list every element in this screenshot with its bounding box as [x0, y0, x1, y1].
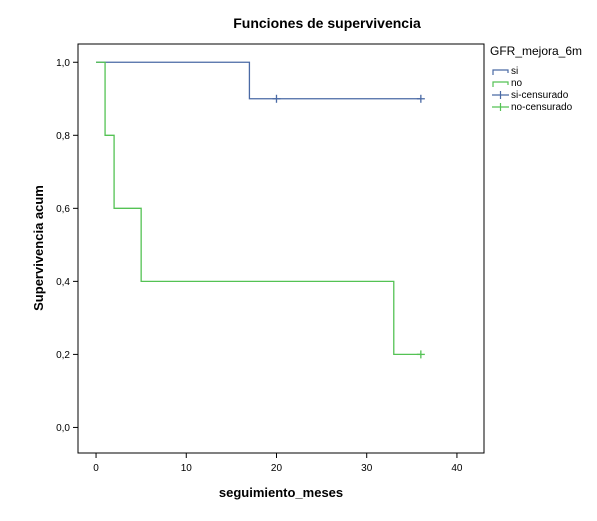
legend-label: no: [511, 78, 523, 89]
y-tick-label: 0,2: [56, 350, 70, 361]
legend-entry-si-censurado: si-censurado: [492, 90, 569, 101]
legend-label: no-censurado: [511, 102, 573, 113]
censor-mark-no: [416, 350, 425, 359]
y-tick-label: 1,0: [56, 58, 70, 69]
legend-entry-si: si: [492, 66, 518, 77]
legend-step-icon: [492, 81, 509, 87]
legend-step-icon: [492, 69, 509, 75]
censor-mark-si: [272, 94, 281, 103]
legend-entry-no-censurado: no-censurado: [492, 102, 573, 113]
x-tick-label: 0: [93, 463, 99, 474]
survival-curve-no: [96, 61, 421, 356]
x-tick-label: 40: [451, 463, 463, 474]
legend-title: GFR_mejora_6m: [490, 44, 582, 58]
x-tick-label: 10: [181, 463, 193, 474]
chart-title: Funciones de supervivencia: [233, 15, 421, 31]
y-tick-label: 0,6: [56, 204, 70, 215]
censor-mark-si: [416, 94, 425, 103]
x-tick-label: 20: [271, 463, 283, 474]
series-layer: [96, 61, 425, 359]
survival-curve-si: [96, 61, 421, 100]
y-tick-label: 0,4: [56, 277, 70, 288]
legend-label: si: [511, 66, 518, 77]
legend: GFR_mejora_6m sinosi-censuradono-censura…: [490, 44, 582, 113]
plot-frame: [77, 43, 485, 454]
y-axis-ticks: 0,0 0,2 0,4 0,6 0,8 1,0: [56, 58, 78, 434]
y-axis-label: Supervivencia acum: [31, 185, 46, 311]
y-tick-label: 0,0: [56, 423, 70, 434]
legend-entry-no: no: [492, 78, 523, 89]
x-axis-ticks: 0 10 20 30 40: [93, 453, 463, 474]
legend-label: si-censurado: [511, 90, 569, 101]
y-tick-label: 0,8: [56, 131, 70, 142]
x-tick-label: 30: [361, 463, 373, 474]
x-axis-label: seguimiento_meses: [219, 485, 343, 500]
